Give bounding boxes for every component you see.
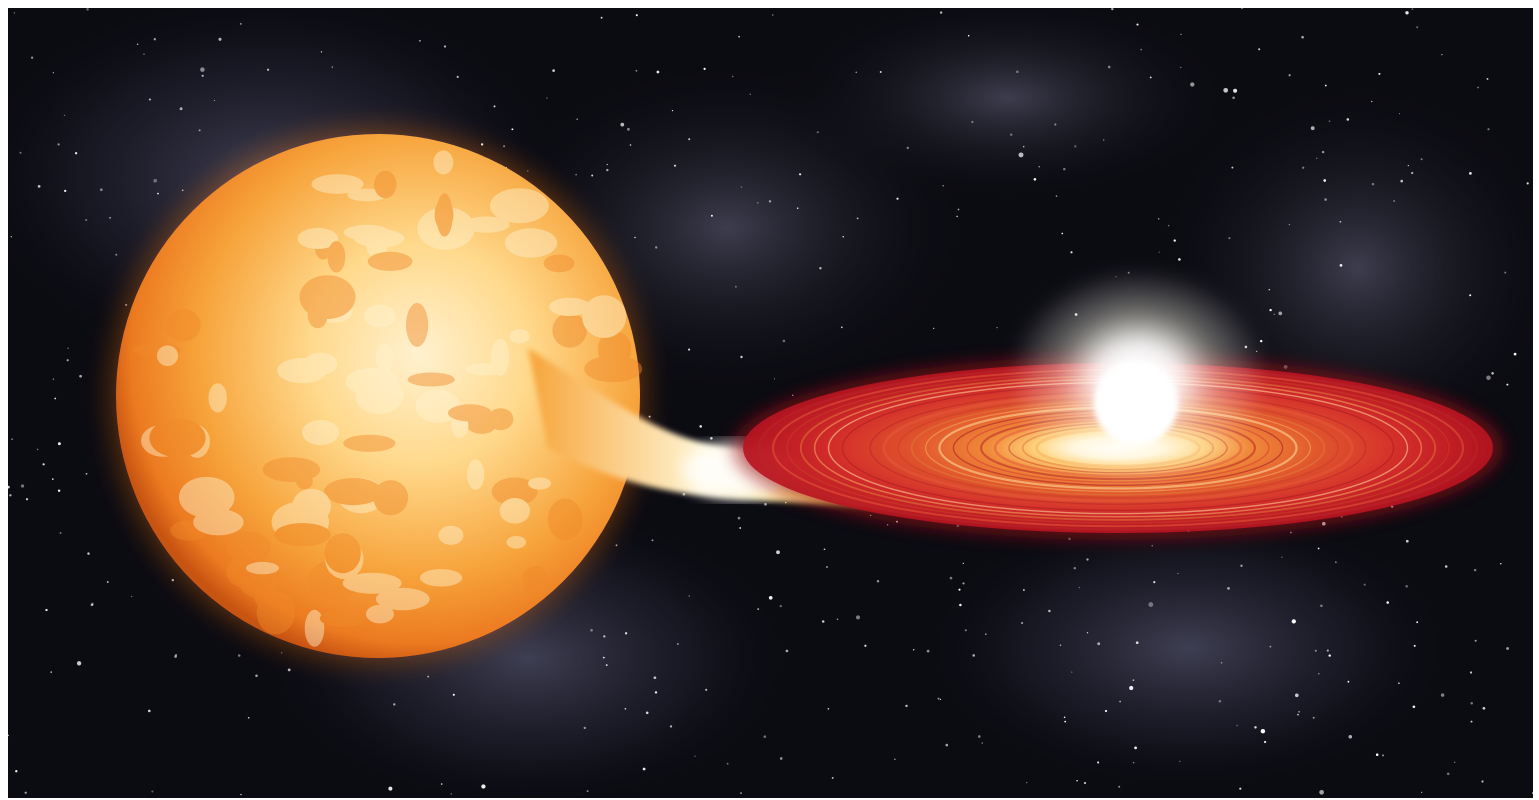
space-scene (8, 8, 1533, 798)
scene-canvas (8, 8, 1533, 798)
white-dwarf (1008, 268, 1268, 488)
donor-star (93, 111, 663, 681)
